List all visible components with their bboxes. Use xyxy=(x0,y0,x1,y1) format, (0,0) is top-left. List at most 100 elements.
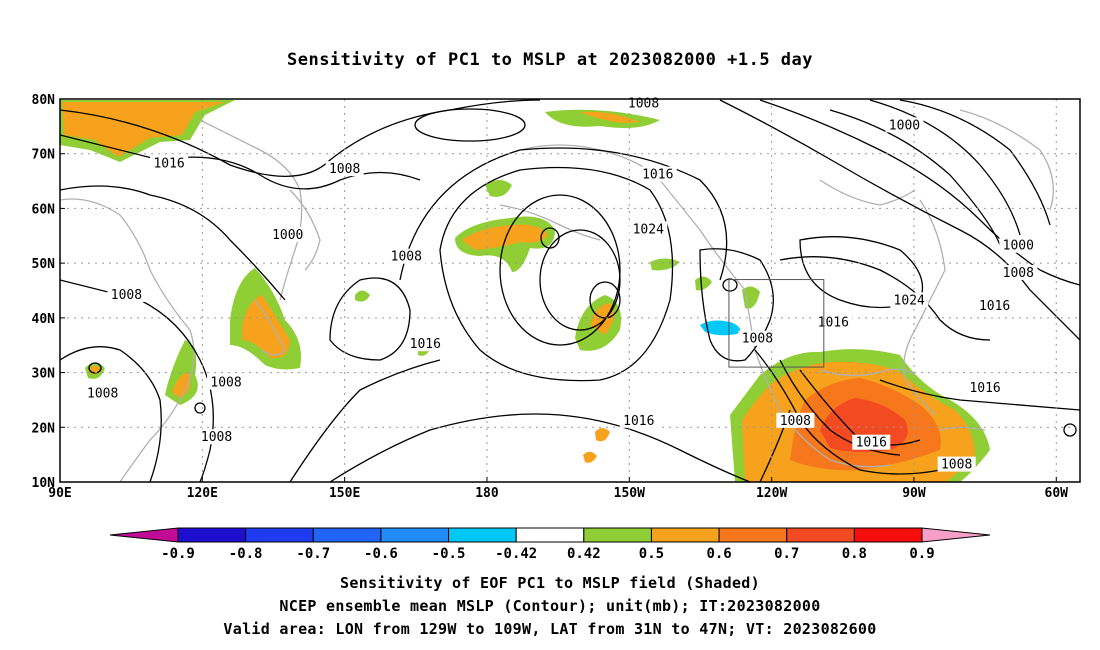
colorbar-high-end xyxy=(921,527,991,543)
shaded-regions xyxy=(60,100,990,482)
contour-label: 1008 xyxy=(742,332,773,347)
colorbar-label: 0.42 xyxy=(567,546,601,562)
coastline-alaska xyxy=(519,144,746,291)
contour-label: 1016 xyxy=(979,299,1010,314)
colorbar-swatch xyxy=(853,527,923,543)
contour-label-bg xyxy=(406,336,445,352)
colorbar-label: 0.8 xyxy=(842,546,867,562)
contour-label-bg xyxy=(890,292,929,308)
coastline-islands xyxy=(939,426,986,431)
colorbar: -0.9 -0.8 -0.7 -0.6 -0.5 -0.42 0.42 0.5 0.6 0.7 0.… xyxy=(109,527,991,562)
shaded-region-central-pacific-core xyxy=(462,224,548,250)
contour-label-bg xyxy=(975,297,1014,313)
colorbar-swatch xyxy=(312,527,382,543)
contour-label: 1000 xyxy=(1003,239,1034,254)
lat-tick-label: 80N xyxy=(32,93,56,108)
colorbar-swatch xyxy=(583,527,652,543)
contour-label-bg xyxy=(107,286,146,302)
shaded-region-china xyxy=(165,340,198,405)
contour-label: 1008 xyxy=(111,288,142,303)
shaded-region-small-6 xyxy=(650,258,680,271)
contour-label-bg xyxy=(387,248,426,264)
valid-area-box xyxy=(728,279,825,368)
contour-label: 1016 xyxy=(153,157,184,172)
lon-tick-label: 120E xyxy=(187,486,218,501)
lon-tick-label: 150E xyxy=(329,486,360,501)
shaded-region-small-2 xyxy=(355,290,370,302)
shaded-region-small-5 xyxy=(583,451,597,463)
lat-tick-label: 40N xyxy=(32,312,56,327)
contour-label-bg xyxy=(638,166,677,182)
contour-label: 1008 xyxy=(941,458,972,473)
colorbar-swatch xyxy=(448,527,517,543)
shaded-region-small-4 xyxy=(595,428,610,442)
lat-tick-label: 60N xyxy=(32,202,56,217)
contour-label-bg xyxy=(999,237,1038,253)
coastline-japan xyxy=(254,299,286,356)
lon-tick-label: 90W xyxy=(902,486,926,501)
lon-tick-label: 60W xyxy=(1045,486,1069,501)
contour-label: 1000 xyxy=(889,118,920,133)
contour-label: 1008 xyxy=(201,430,232,445)
contour-label-bg xyxy=(197,429,236,445)
contour-label: 1016 xyxy=(623,414,654,429)
shaded-region-small-8 xyxy=(742,286,760,309)
coastline-na-east xyxy=(903,199,946,416)
lat-tick-label: 50N xyxy=(32,257,56,272)
coastline-asia-2 xyxy=(199,119,303,301)
contour-label: 1016 xyxy=(642,168,673,183)
contour-labels: 1008 1000 1016 1008 1016 1000 1024 1000 1008 1008… xyxy=(83,95,1038,473)
colorbar-label: -0.8 xyxy=(229,546,263,562)
colorbar-swatch xyxy=(177,527,247,543)
colorbar-label: -0.7 xyxy=(296,546,330,562)
caption-line-2: NCEP ensemble mean MSLP (Contour); unit(… xyxy=(279,597,821,615)
colorbar-swatch xyxy=(650,527,720,543)
contour-label-bg xyxy=(885,117,924,133)
lat-tick-label: 20N xyxy=(32,421,56,436)
lon-tick-label: 150W xyxy=(614,486,645,501)
contour-label-bg xyxy=(738,330,777,346)
coastline-aleutians xyxy=(499,204,601,241)
contour-label: 1008 xyxy=(628,96,659,111)
contour-label-bg xyxy=(937,456,976,472)
coastline-kamchatka xyxy=(289,189,321,271)
contour-label: 1008 xyxy=(1003,266,1034,281)
contour-label: 1024 xyxy=(894,293,925,308)
shaded-region-japan-core xyxy=(242,295,290,359)
colorbar-swatch xyxy=(786,527,855,543)
contour-label: 1000 xyxy=(272,228,303,243)
shaded-region-negative xyxy=(700,320,741,336)
contour-label: 1008 xyxy=(391,250,422,265)
contour-label: 1016 xyxy=(856,436,887,451)
contour-label-bg xyxy=(999,265,1038,281)
shaded-region-ne-pacific-core xyxy=(590,303,614,335)
lon-tick-label: 90E xyxy=(48,486,71,501)
colorbar-swatch xyxy=(718,527,788,543)
colorbar-swatch xyxy=(245,527,314,543)
colorbar-label: -0.42 xyxy=(495,546,537,562)
caption-line-1: Sensitivity of EOF PC1 to MSLP field (Sh… xyxy=(340,574,760,592)
colorbar-label: 0.7 xyxy=(774,546,799,562)
lat-tick-label: 30N xyxy=(32,367,56,382)
lon-tick-label: 180 xyxy=(475,486,499,501)
contour-label-bg xyxy=(966,379,1005,395)
contour-label-bg xyxy=(852,434,891,450)
colorbar-label: -0.5 xyxy=(432,546,466,562)
contour-label: 1008 xyxy=(210,376,241,391)
contour-label-bg xyxy=(776,412,815,428)
coastline-asia xyxy=(60,198,195,482)
colorbar-low-end xyxy=(109,527,179,543)
colorbar-label: -0.6 xyxy=(364,546,398,562)
contour-label: 1016 xyxy=(969,381,1000,396)
colorbar-label: 0.9 xyxy=(909,546,934,562)
contour-label-bg xyxy=(268,226,307,242)
caption-line-3: Valid area: LON from 129W to 109W, LAT f… xyxy=(223,620,877,638)
colorbar-swatch xyxy=(380,527,450,543)
colorbar-label: -0.9 xyxy=(161,546,195,562)
contour-label-bg xyxy=(83,385,122,401)
colorbar-swatch xyxy=(515,527,585,543)
shaded-region-arctic-core xyxy=(580,111,640,123)
contour-label-bg xyxy=(619,412,658,428)
